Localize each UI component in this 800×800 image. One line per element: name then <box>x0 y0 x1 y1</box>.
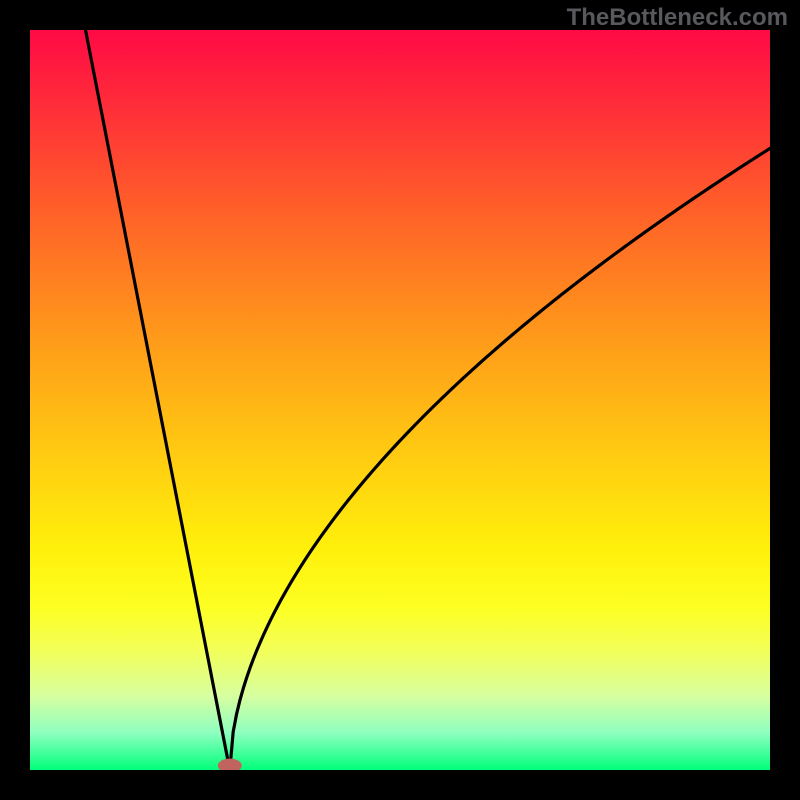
gradient-background <box>30 30 770 770</box>
watermark-text: TheBottleneck.com <box>567 4 788 32</box>
plot-area <box>30 30 770 770</box>
chart-svg <box>30 30 770 770</box>
